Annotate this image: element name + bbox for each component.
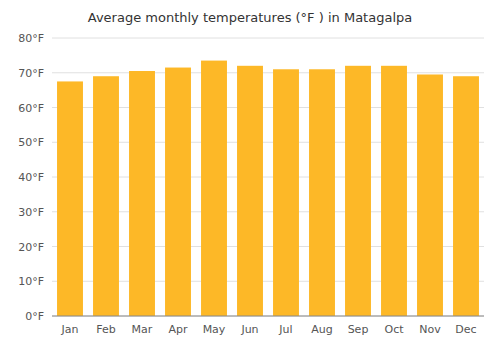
y-axis: 0°F 10°F 20°F 30°F 40°F 50°F 60°F 70°F 80°F — [18, 32, 484, 323]
chart-svg: Average monthly temperatures (°F ) in Ma… — [0, 0, 500, 350]
x-tick-label: Jun — [240, 323, 258, 336]
y-tick-label: 10°F — [18, 275, 44, 288]
bar — [129, 71, 155, 316]
bar — [237, 66, 263, 316]
bar — [453, 76, 479, 316]
x-tick-label: Aug — [311, 323, 332, 336]
bar — [309, 69, 335, 316]
bar — [57, 81, 83, 316]
x-tick-label: Mar — [132, 323, 153, 336]
x-tick-label: Nov — [419, 323, 441, 336]
grid-line — [52, 38, 484, 39]
bar — [417, 74, 443, 316]
y-tick-label: 40°F — [18, 171, 44, 184]
y-tick-label: 60°F — [18, 102, 44, 115]
bar — [345, 66, 371, 316]
bar — [93, 76, 119, 316]
bar — [381, 66, 407, 316]
bar — [273, 69, 299, 316]
x-tick-label: Oct — [384, 323, 404, 336]
y-tick-label: 70°F — [18, 67, 44, 80]
x-tick-label: Apr — [168, 323, 188, 336]
bars — [57, 61, 479, 316]
bar — [165, 68, 191, 316]
x-tick-label: Sep — [348, 323, 369, 336]
x-tick-label: Jul — [278, 323, 292, 336]
y-tick-label: 30°F — [18, 206, 44, 219]
x-tick-label: Feb — [96, 323, 115, 336]
y-tick-label: 0°F — [25, 310, 44, 323]
y-tick-label: 50°F — [18, 136, 44, 149]
x-axis-line — [52, 316, 484, 317]
y-tick-label: 20°F — [18, 241, 44, 254]
x-tick-label: Jan — [61, 323, 79, 336]
y-tick-label: 80°F — [18, 32, 44, 45]
bar — [201, 61, 227, 316]
chart-container: Average monthly temperatures (°F ) in Ma… — [0, 0, 500, 350]
grid-line — [52, 316, 484, 317]
x-axis: Jan Feb Mar Apr May Jun Jul Aug Sep Oct Nov Dec — [61, 323, 477, 336]
x-tick-label: May — [203, 323, 226, 336]
x-tick-label: Dec — [455, 323, 476, 336]
grid-line — [52, 72, 484, 73]
title: Average monthly temperatures (°F ) in Ma… — [88, 10, 412, 25]
